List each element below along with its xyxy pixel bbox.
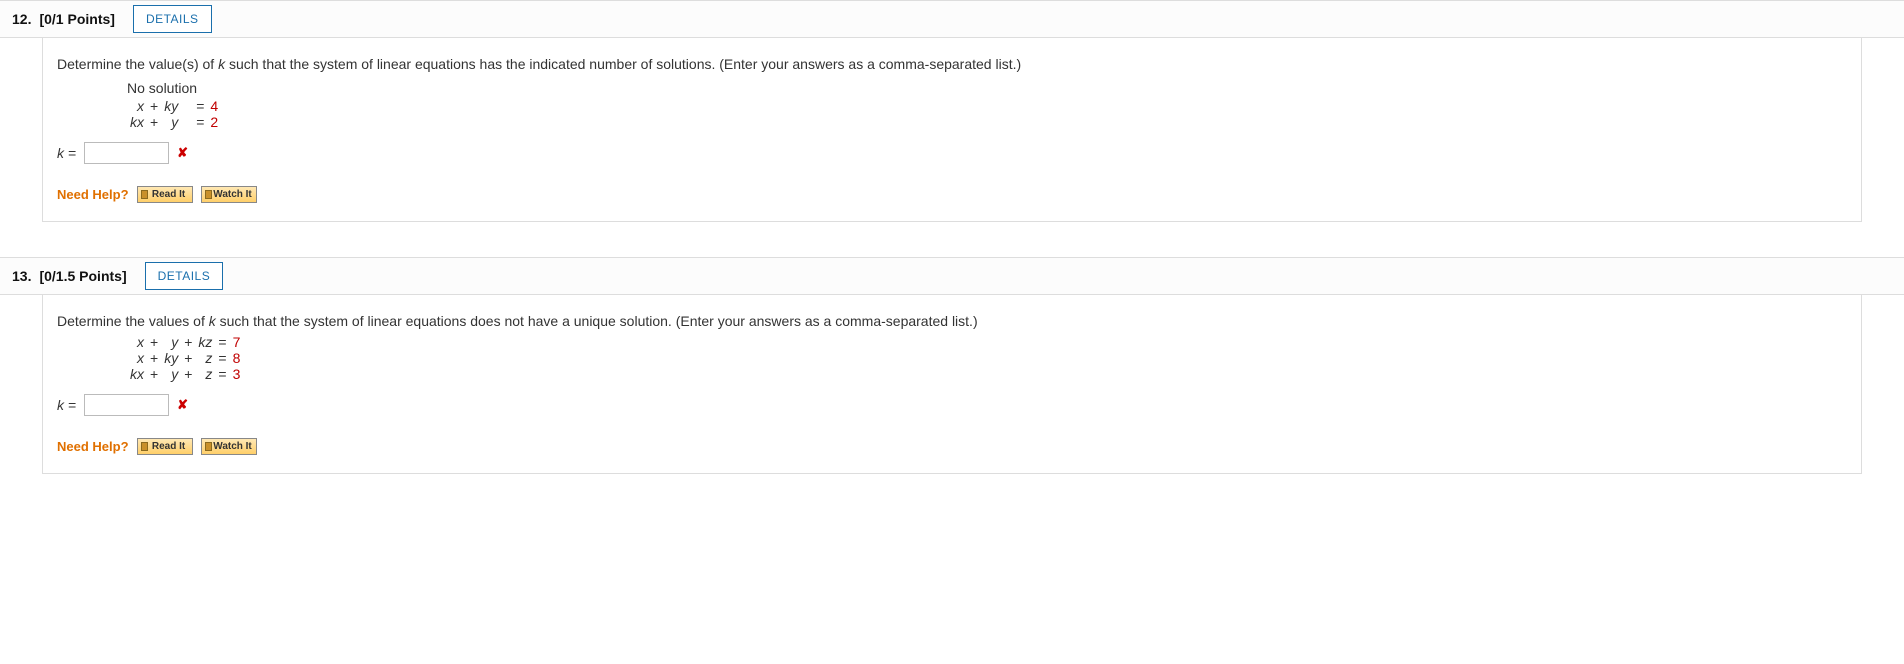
question-block: 13. [0/1.5 Points] DETAILS Determine the va… (0, 257, 1904, 473)
equation-term: = (215, 334, 229, 350)
equation-term: y (161, 334, 181, 350)
equation-rhs: 2 (207, 114, 221, 130)
prompt-text: Determine the values of (57, 313, 209, 329)
equation-term: z (195, 366, 215, 382)
equation-term: + (147, 114, 161, 130)
question-points: [0/1 Points] (39, 11, 114, 27)
help-row: Need Help? Read It Watch It (57, 186, 1847, 203)
help-row: Need Help? Read It Watch It (57, 438, 1847, 455)
question-subheading: No solution (127, 80, 1847, 96)
question-number: 13. (12, 268, 31, 284)
answer-label: k = (57, 397, 76, 413)
prompt-text: such that the system of linear equations… (225, 56, 1021, 72)
prompt-text: such that the system of linear equations… (216, 313, 978, 329)
equation-term: + (147, 366, 161, 382)
watch-it-button[interactable]: Watch It (201, 438, 257, 455)
equation-term: + (181, 366, 195, 382)
read-it-button[interactable]: Read It (137, 438, 193, 455)
answer-label: k = (57, 145, 76, 161)
equation-rhs: 3 (230, 366, 244, 382)
wrong-icon: ✘ (177, 397, 188, 413)
equation-row: x+ky+z=8 (127, 350, 243, 366)
equation-term: ky (161, 98, 181, 114)
prompt-variable: k (209, 313, 216, 329)
equation-term: y (161, 366, 181, 382)
question-points: [0/1.5 Points] (39, 268, 126, 284)
equation-row: x+y+kz=7 (127, 334, 243, 350)
answer-input[interactable] (84, 142, 169, 164)
answer-row: k = ✘ (57, 394, 1847, 416)
help-button-label: Read It (152, 441, 185, 452)
help-button-label: Watch It (213, 441, 252, 452)
equation-term: = (193, 114, 207, 130)
equation-term: + (147, 350, 161, 366)
equation-row: kx+y+z=3 (127, 366, 243, 382)
equation-term: x (127, 350, 147, 366)
read-it-button[interactable]: Read It (137, 186, 193, 203)
prompt-text: Determine the value(s) of (57, 56, 218, 72)
equation-term: z (195, 350, 215, 366)
equation-term: + (181, 334, 195, 350)
equation-term: kx (127, 114, 147, 130)
answer-input[interactable] (84, 394, 169, 416)
equation-term: + (147, 334, 161, 350)
equation-system: x+ky =4 kx+y =2 (127, 98, 1847, 130)
help-button-label: Read It (152, 189, 185, 200)
watch-it-button[interactable]: Watch It (201, 186, 257, 203)
equation-rhs: 7 (230, 334, 244, 350)
equation-row: x+ky =4 (127, 98, 221, 114)
equation-term: x (127, 98, 147, 114)
help-label: Need Help? (57, 187, 129, 202)
question-header: 13. [0/1.5 Points] DETAILS (0, 257, 1904, 295)
question-prompt: Determine the value(s) of k such that th… (57, 54, 1847, 74)
equation-term: ky (161, 350, 181, 366)
help-label: Need Help? (57, 439, 129, 454)
question-block: 12. [0/1 Points] DETAILS Determine the valu… (0, 0, 1904, 222)
equation-term: y (161, 114, 181, 130)
equation-term: x (127, 334, 147, 350)
question-body: Determine the value(s) of k such that th… (42, 38, 1862, 222)
equation-term: kz (195, 334, 215, 350)
question-header: 12. [0/1 Points] DETAILS (0, 0, 1904, 38)
equation-term: + (147, 98, 161, 114)
wrong-icon: ✘ (177, 145, 188, 161)
equation-term: + (181, 350, 195, 366)
question-number: 12. (12, 11, 31, 27)
details-button[interactable]: DETAILS (133, 5, 212, 33)
equation-system: x+y+kz=7x+ky+z=8kx+y+z=3 (127, 334, 1847, 382)
equation-row: kx+y =2 (127, 114, 221, 130)
equation-term: kx (127, 366, 147, 382)
details-button[interactable]: DETAILS (145, 262, 224, 290)
question-prompt: Determine the values of k such that the … (57, 311, 1847, 331)
equation-rhs: 4 (207, 98, 221, 114)
question-body: Determine the values of k such that the … (42, 295, 1862, 473)
equation-rhs: 8 (230, 350, 244, 366)
equation-term: = (215, 350, 229, 366)
help-button-label: Watch It (213, 189, 252, 200)
answer-row: k = ✘ (57, 142, 1847, 164)
equation-term: = (193, 98, 207, 114)
equation-term: = (215, 366, 229, 382)
